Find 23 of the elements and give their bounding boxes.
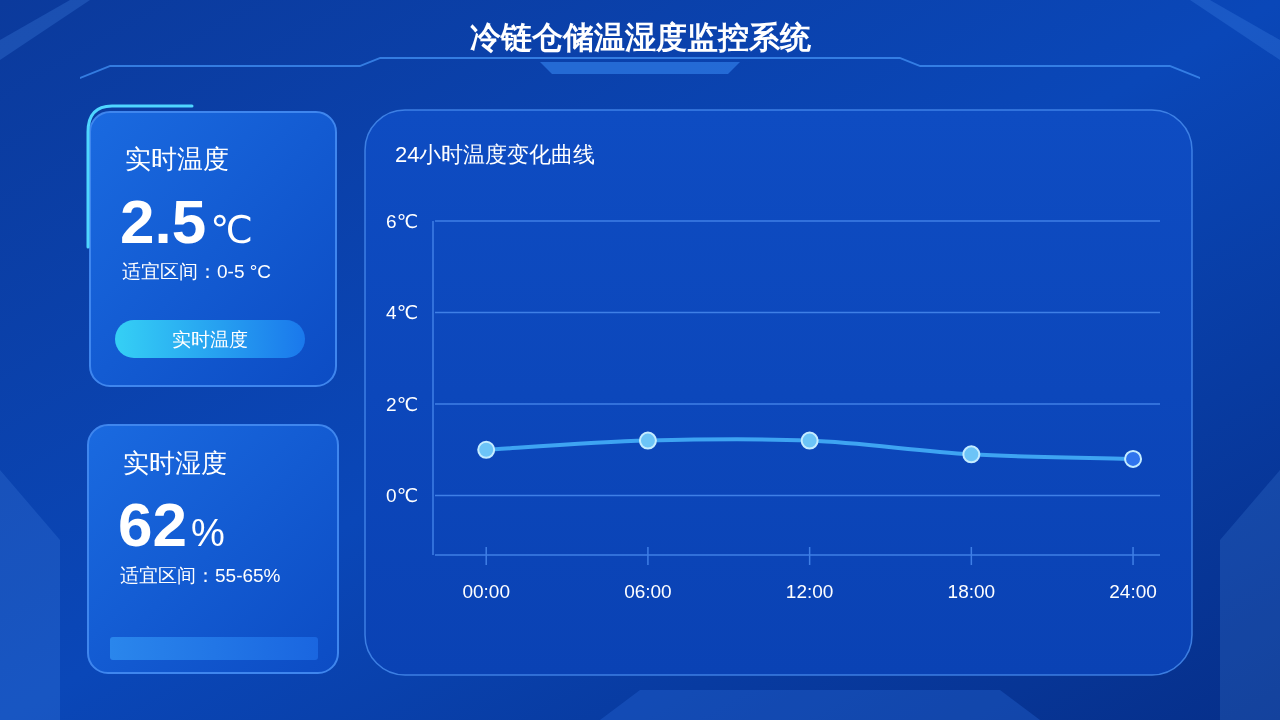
point — [477, 440, 496, 459]
text: 62% — [118, 490, 225, 559]
text: 适宜区间：0-5 °C — [122, 261, 272, 282]
y-tick-label: 4℃ — [386, 302, 418, 324]
text: 2.5℃ — [120, 187, 253, 256]
text: 实时温度 — [125, 144, 229, 174]
text: 适宜区间：55-65% — [120, 565, 281, 586]
x-tick-label: 12:00 — [785, 581, 834, 602]
x-tick-label: 24:00 — [1109, 581, 1157, 602]
y-tick-label: 6℃ — [386, 210, 418, 232]
point — [638, 431, 657, 450]
text: 实时温度 — [172, 329, 248, 350]
y-tick-label: 0℃ — [386, 485, 418, 507]
x-tick-label: 06:00 — [624, 581, 672, 602]
point — [1124, 449, 1143, 468]
text: 实时湿度 — [123, 448, 227, 478]
text: 冷链仓储温湿度监控系统 — [469, 20, 812, 55]
y-tick-label: 2℃ — [386, 393, 418, 415]
point — [962, 445, 981, 464]
point — [800, 431, 819, 450]
x-tick-label: 18:00 — [947, 581, 996, 602]
x-tick-label: 00:00 — [462, 581, 510, 602]
chart-title: 24小时温度变化曲线 — [395, 142, 596, 167]
